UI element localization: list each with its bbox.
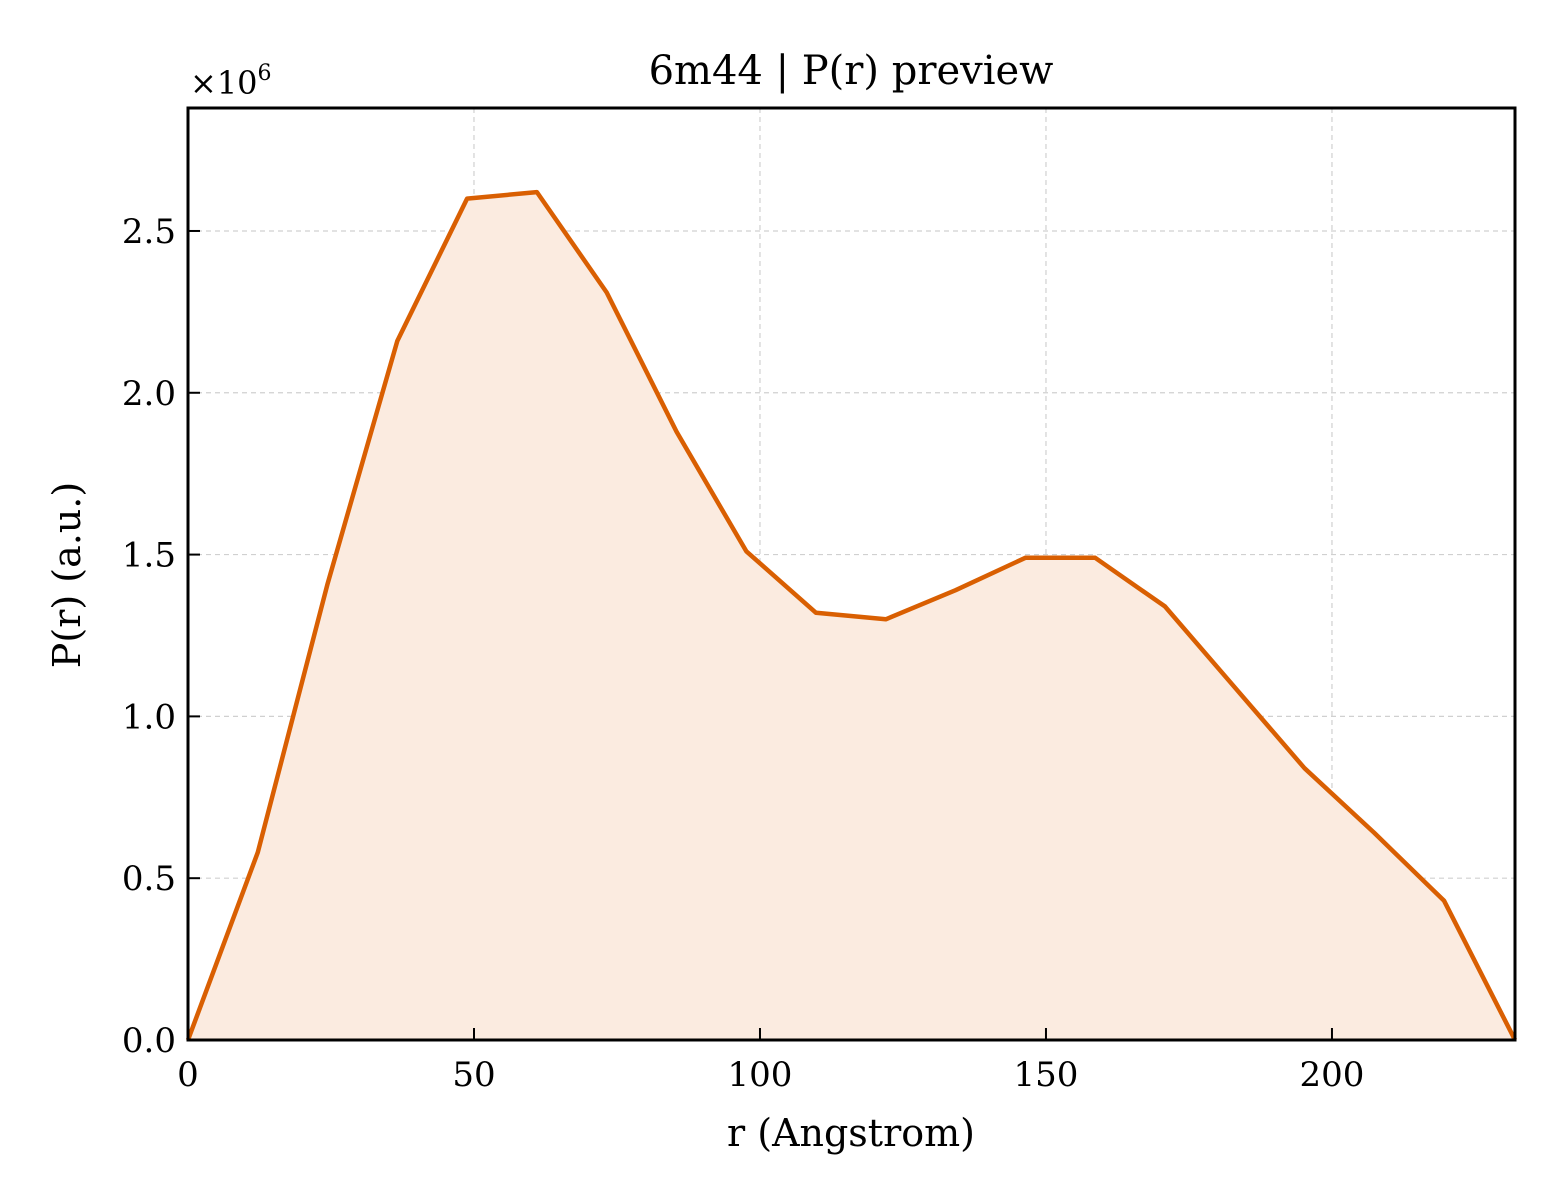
y-tick-label: 2.5 — [122, 212, 176, 252]
y-tick-label: 1.0 — [122, 697, 176, 737]
ticks: 0 50 100 150 200 0.0 0.5 1.0 1.5 2.0 2.5 — [122, 212, 1364, 1095]
plot-frame — [186, 106, 1517, 1042]
y-axis-multiplier-exponent: 6 — [258, 61, 272, 86]
y-axis-label: P(r) (a.u.) — [45, 482, 89, 668]
x-tick-label: 0 — [177, 1055, 199, 1095]
y-tick-label: 2.0 — [122, 374, 176, 414]
y-axis-multiplier-base: ×10 — [190, 64, 258, 102]
y-axis-multiplier: ×106 — [190, 61, 272, 102]
x-tick-label: 50 — [452, 1055, 495, 1095]
chart-title: 6m44 | P(r) preview — [649, 48, 1054, 94]
x-tick-label: 100 — [728, 1055, 793, 1095]
series-line — [185, 189, 1518, 1042]
x-tick-label: 150 — [1014, 1055, 1079, 1095]
x-tick-label: 200 — [1300, 1055, 1365, 1095]
y-tick-label: 0.5 — [122, 859, 176, 899]
y-tick-label: 0.0 — [122, 1021, 176, 1061]
series-area-fill — [188, 192, 1515, 1041]
y-tick-label: 1.5 — [122, 536, 176, 576]
x-axis-label: r (Angstrom) — [727, 1111, 975, 1155]
